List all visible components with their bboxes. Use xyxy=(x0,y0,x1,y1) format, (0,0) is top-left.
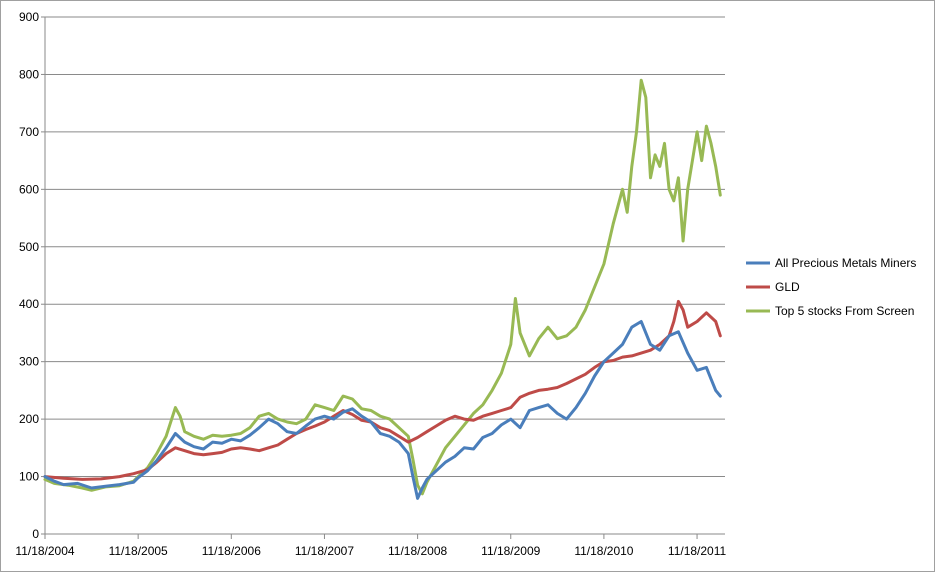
x-axis-tick-labels: 11/18/2004 11/18/2005 11/18/2006 11/18/2007… xyxy=(15,544,726,558)
y-tick-label: 500 xyxy=(19,240,39,254)
legend-label: Top 5 stocks From Screen xyxy=(775,304,914,318)
y-tick-label: 800 xyxy=(19,67,39,81)
y-tick-label: 300 xyxy=(19,355,39,369)
gridlines xyxy=(45,16,725,478)
y-tick-label: 600 xyxy=(19,182,39,196)
y-tick-label: 200 xyxy=(19,412,39,426)
axes xyxy=(41,16,725,539)
x-tick-label: 11/18/2004 xyxy=(15,544,74,558)
x-tick-label: 11/18/2010 xyxy=(574,544,633,558)
x-tick-label: 11/18/2009 xyxy=(481,544,540,558)
series-lines xyxy=(43,78,722,500)
y-tick-label: 400 xyxy=(19,297,39,311)
legend-label: GLD xyxy=(775,280,800,294)
y-tick-label: 700 xyxy=(19,125,39,139)
y-tick-label: 0 xyxy=(32,527,39,541)
legend: All Precious Metals Miners GLD Top 5 stock… xyxy=(746,256,916,318)
x-tick-label: 11/18/2011 xyxy=(668,544,727,558)
x-tick-label: 11/18/2008 xyxy=(388,544,447,558)
y-tick-label: 900 xyxy=(19,10,39,24)
series-line-1 xyxy=(43,299,722,481)
y-tick-label: 100 xyxy=(19,470,39,484)
legend-label: All Precious Metals Miners xyxy=(775,256,916,270)
y-axis-tick-labels: 0 100 200 300 400 500 600 700 800 900 xyxy=(19,10,39,541)
x-tick-label: 11/18/2005 xyxy=(109,544,168,558)
series-line-2 xyxy=(43,78,722,496)
series-line-0 xyxy=(43,320,722,500)
x-tick-label: 11/18/2006 xyxy=(202,544,261,558)
x-tick-label: 11/18/2007 xyxy=(295,544,354,558)
